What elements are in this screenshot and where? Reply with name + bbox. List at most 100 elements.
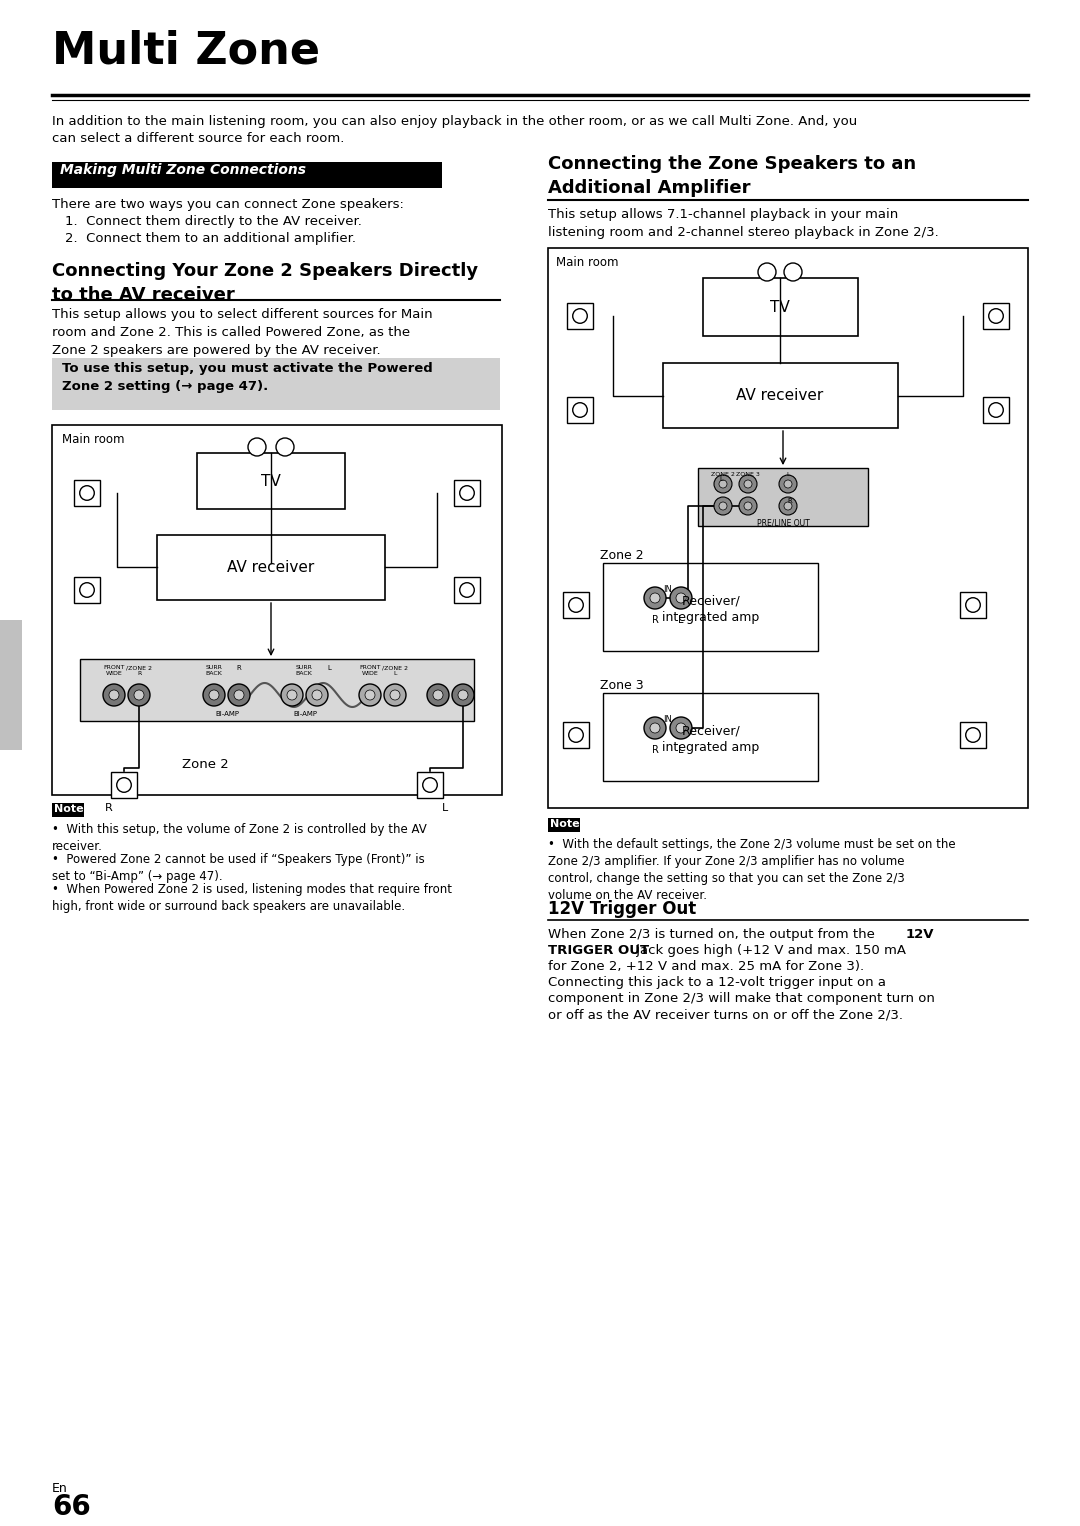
- Bar: [563, 722, 589, 748]
- Circle shape: [572, 403, 588, 417]
- Circle shape: [784, 262, 802, 281]
- Text: Zone 2: Zone 2: [183, 758, 229, 771]
- Text: IN: IN: [663, 716, 673, 723]
- Bar: [983, 397, 1009, 423]
- Text: L: L: [678, 745, 684, 755]
- Circle shape: [758, 262, 777, 281]
- Text: To use this setup, you must activate the Powered
Zone 2 setting (→ page 47).: To use this setup, you must activate the…: [62, 362, 433, 394]
- Circle shape: [670, 588, 692, 609]
- Circle shape: [784, 502, 792, 510]
- Bar: [75, 481, 100, 507]
- Text: En: En: [52, 1482, 68, 1495]
- Text: Note: Note: [550, 819, 580, 829]
- Circle shape: [739, 475, 757, 493]
- Bar: [960, 592, 986, 618]
- Text: •  When Powered Zone 2 is used, listening modes that require front
high, front w: • When Powered Zone 2 is used, listening…: [52, 884, 453, 913]
- Text: Receiver/
integrated amp: Receiver/ integrated amp: [662, 725, 759, 754]
- Text: for Zone 2, +12 V and max. 25 mA for Zone 3).: for Zone 2, +12 V and max. 25 mA for Zon…: [548, 960, 864, 974]
- Text: SURR
BACK: SURR BACK: [296, 665, 312, 676]
- Circle shape: [966, 598, 981, 612]
- Circle shape: [966, 728, 981, 742]
- Circle shape: [390, 690, 400, 700]
- Circle shape: [276, 438, 294, 456]
- Circle shape: [306, 684, 328, 707]
- Text: TRIGGER OUT: TRIGGER OUT: [548, 945, 649, 957]
- Circle shape: [569, 598, 583, 612]
- Text: Connecting this jack to a 12-volt trigger input on a: Connecting this jack to a 12-volt trigge…: [548, 977, 886, 989]
- Bar: [52, 803, 84, 816]
- Text: TV: TV: [770, 299, 789, 314]
- Text: 1.  Connect them directly to the AV receiver.: 1. Connect them directly to the AV recei…: [65, 215, 362, 227]
- Circle shape: [129, 684, 150, 707]
- Circle shape: [312, 690, 322, 700]
- Text: /ZONE 2
R: /ZONE 2 R: [126, 665, 152, 676]
- Circle shape: [784, 481, 792, 488]
- Circle shape: [109, 690, 119, 700]
- Text: FRONT
WIDE: FRONT WIDE: [360, 665, 381, 676]
- Text: R: R: [237, 665, 241, 671]
- Text: ZONE 3: ZONE 3: [737, 472, 760, 478]
- Text: There are two ways you can connect Zone speakers:: There are two ways you can connect Zone …: [52, 198, 404, 211]
- Text: ZONE 2: ZONE 2: [711, 472, 734, 478]
- Text: R: R: [787, 497, 793, 504]
- Text: FRONT
WIDE: FRONT WIDE: [104, 665, 125, 676]
- Circle shape: [210, 690, 219, 700]
- Text: Zone 3: Zone 3: [600, 679, 644, 691]
- Text: L: L: [678, 615, 684, 626]
- Circle shape: [719, 502, 727, 510]
- Circle shape: [359, 684, 381, 707]
- Text: BI-AMP: BI-AMP: [293, 711, 318, 717]
- Bar: [52, 359, 500, 410]
- Circle shape: [988, 308, 1003, 324]
- Text: Making Multi Zone Connections: Making Multi Zone Connections: [60, 163, 306, 177]
- Text: When Zone 2/3 is turned on, the output from the: When Zone 2/3 is turned on, the output f…: [548, 928, 879, 942]
- Text: Receiver/
integrated amp: Receiver/ integrated amp: [662, 595, 759, 624]
- Bar: [703, 278, 858, 336]
- Bar: [548, 249, 1028, 807]
- Circle shape: [644, 717, 666, 739]
- Bar: [52, 426, 502, 795]
- Circle shape: [779, 497, 797, 514]
- Text: Main room: Main room: [62, 433, 124, 446]
- Text: Note: Note: [54, 804, 83, 813]
- Circle shape: [569, 728, 583, 742]
- Bar: [563, 592, 589, 618]
- Circle shape: [739, 497, 757, 514]
- Bar: [52, 162, 442, 188]
- Text: jack goes high (+12 V and max. 150 mA: jack goes high (+12 V and max. 150 mA: [632, 945, 906, 957]
- Circle shape: [458, 690, 468, 700]
- Circle shape: [281, 684, 303, 707]
- Bar: [197, 453, 345, 510]
- Circle shape: [714, 475, 732, 493]
- Text: Zone 2: Zone 2: [600, 549, 644, 562]
- Circle shape: [384, 684, 406, 707]
- Circle shape: [676, 594, 686, 603]
- Text: BI-AMP: BI-AMP: [215, 711, 239, 717]
- Text: 12V: 12V: [906, 928, 934, 942]
- Text: L: L: [442, 803, 448, 813]
- Bar: [157, 536, 384, 600]
- Text: •  Powered Zone 2 cannot be used if “Speakers Type (Front)” is
set to “Bi-Amp” (: • Powered Zone 2 cannot be used if “Spea…: [52, 853, 424, 884]
- Circle shape: [670, 717, 692, 739]
- Text: or off as the AV receiver turns on or off the Zone 2/3.: or off as the AV receiver turns on or of…: [548, 1009, 903, 1021]
- Text: AV receiver: AV receiver: [228, 560, 314, 574]
- Circle shape: [719, 481, 727, 488]
- Text: TV: TV: [261, 473, 281, 488]
- Circle shape: [422, 778, 437, 792]
- Text: Main room: Main room: [556, 256, 619, 269]
- Bar: [603, 563, 818, 652]
- Circle shape: [134, 690, 144, 700]
- Circle shape: [117, 778, 132, 792]
- Text: AV receiver: AV receiver: [737, 388, 824, 403]
- Text: In addition to the main listening room, you can also enjoy playback in the other: In addition to the main listening room, …: [52, 114, 858, 145]
- Bar: [454, 481, 480, 507]
- Text: R: R: [651, 615, 659, 626]
- Text: R: R: [651, 745, 659, 755]
- Circle shape: [714, 497, 732, 514]
- Circle shape: [80, 485, 94, 501]
- Circle shape: [779, 475, 797, 493]
- Bar: [111, 772, 137, 798]
- Circle shape: [234, 690, 244, 700]
- Circle shape: [453, 684, 474, 707]
- Circle shape: [228, 684, 249, 707]
